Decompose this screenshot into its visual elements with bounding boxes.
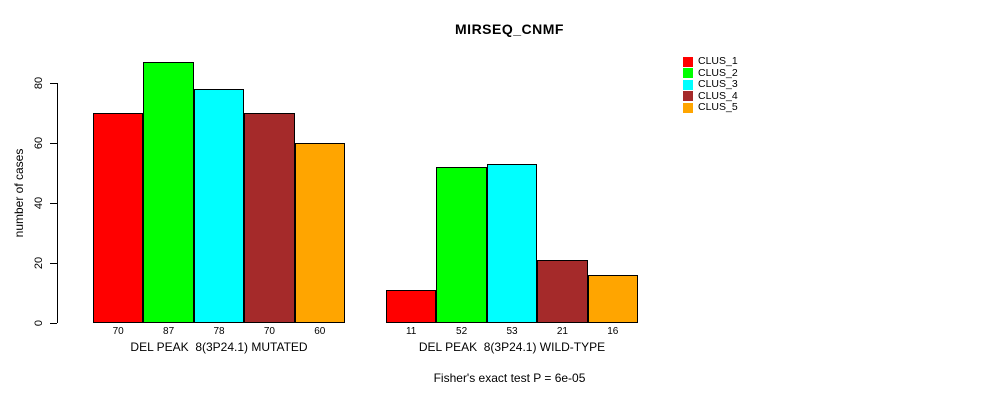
bar-clus_3-group1 — [193, 89, 245, 323]
y-axis-tick-label: 0 — [33, 319, 45, 327]
bar-value-label: 21 — [556, 326, 568, 337]
legend-label: CLUS_3 — [698, 78, 738, 91]
bar-value-label: 16 — [607, 326, 619, 337]
bar-clus_5-group2 — [587, 275, 638, 323]
legend-label: CLUS_4 — [698, 89, 738, 102]
y-axis-tick-label: 40 — [33, 196, 45, 210]
bar-value-label: 78 — [213, 326, 225, 337]
fisher-test-annotation: Fisher's exact test P = 6e-05 — [433, 371, 586, 385]
bar-clus_2-group2 — [436, 167, 487, 323]
y-axis-tick — [50, 143, 57, 144]
legend-row: CLUS_5 — [683, 102, 738, 114]
legend-swatch-clus_4 — [683, 91, 693, 102]
y-axis-tick — [50, 323, 57, 324]
bar-clus_3-group2 — [486, 164, 538, 323]
y-axis-tick — [50, 203, 57, 204]
legend-row: CLUS_1 — [683, 56, 738, 68]
bar-value-label: 60 — [314, 326, 326, 337]
legend-label: CLUS_2 — [698, 66, 738, 79]
bar-value-label: 11 — [405, 326, 417, 337]
bar-clus_4-group2 — [537, 260, 588, 323]
y-axis-tick — [50, 83, 57, 84]
bar-value-label: 87 — [163, 326, 175, 337]
legend: CLUS_1 CLUS_2 CLUS_3 CLUS_4 CLUS_5 — [683, 56, 738, 114]
bar-value-label: 70 — [263, 326, 275, 337]
chart-title: MIRSEQ_CNMF — [455, 21, 564, 37]
y-axis-tick — [50, 263, 57, 264]
bar-clus_1-group1 — [93, 113, 144, 323]
legend-swatch-clus_3 — [683, 79, 693, 90]
x-category-label-mutated: DEL PEAK 8(3P24.1) MUTATED — [130, 340, 308, 354]
legend-row: CLUS_2 — [683, 66, 738, 80]
bar-value-label: 52 — [456, 326, 468, 337]
y-axis-tick-label: 80 — [33, 76, 45, 90]
y-axis-tick-label: 20 — [33, 256, 45, 270]
y-axis-tick-label: 60 — [33, 136, 45, 150]
bar-clus_2-group1 — [143, 62, 194, 323]
bar-clus_4-group1 — [244, 113, 295, 323]
legend-swatch-clus_1 — [683, 56, 693, 67]
legend-swatch-clus_2 — [683, 68, 693, 79]
legend-row: CLUS_3 — [683, 79, 738, 91]
legend-row: CLUS_4 — [683, 89, 738, 103]
y-axis-line — [57, 83, 58, 323]
y-axis-title: number of cases — [12, 148, 26, 238]
bar-value-label: 53 — [506, 326, 518, 337]
bar-value-label: 70 — [112, 326, 124, 337]
legend-label: CLUS_1 — [698, 55, 738, 68]
legend-swatch-clus_5 — [683, 102, 693, 113]
x-category-label-wild-type: DEL PEAK 8(3P24.1) WILD-TYPE — [418, 340, 606, 354]
legend-label: CLUS_5 — [698, 101, 738, 114]
bar-clus_5-group1 — [294, 143, 345, 323]
bar-clus_1-group2 — [386, 290, 437, 323]
